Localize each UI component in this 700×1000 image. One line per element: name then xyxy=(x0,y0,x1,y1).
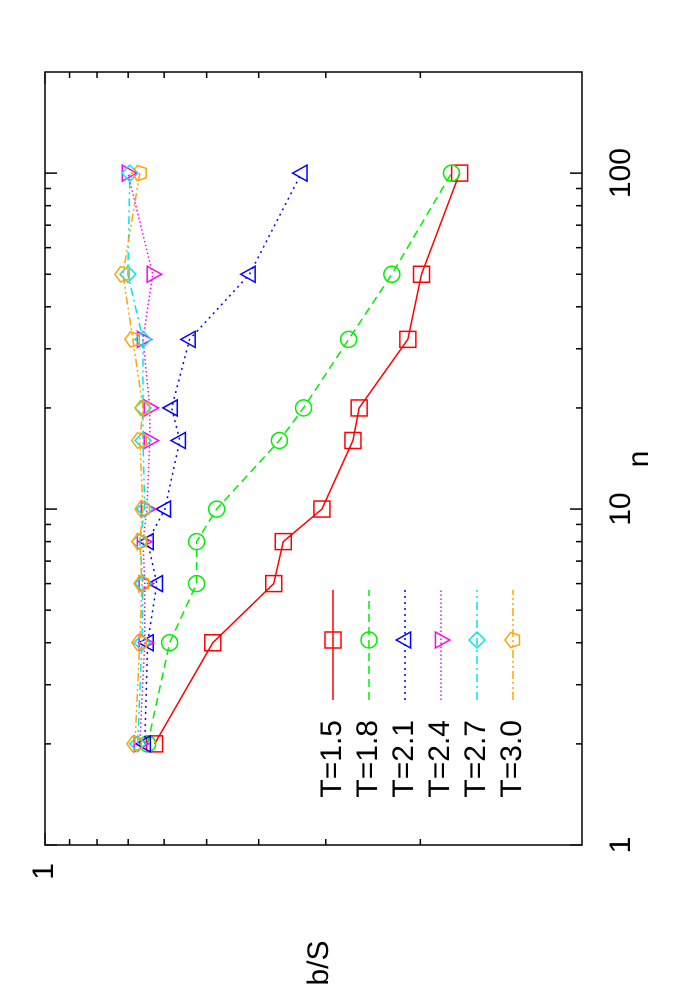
data-point xyxy=(179,330,196,349)
legend-marker xyxy=(504,631,521,649)
data-point xyxy=(169,431,187,450)
data-point xyxy=(344,431,362,450)
data-point xyxy=(291,163,308,183)
data-point xyxy=(274,532,293,551)
data-point xyxy=(136,330,154,349)
series-line xyxy=(146,172,453,745)
x-tick-label: 10 xyxy=(604,492,637,525)
data-point xyxy=(161,398,178,418)
plot-frame xyxy=(44,71,583,846)
series-line xyxy=(153,172,461,745)
legend-label: T=2.1 xyxy=(387,720,420,798)
data-point xyxy=(146,574,164,593)
data-point xyxy=(399,330,417,349)
data-point xyxy=(239,264,256,284)
data-point xyxy=(123,330,141,348)
data-point xyxy=(187,574,206,593)
data-point xyxy=(126,735,143,753)
data-point xyxy=(130,432,148,449)
data-point xyxy=(204,633,222,652)
data-point xyxy=(207,500,226,518)
data-point xyxy=(450,164,469,182)
data-point xyxy=(350,399,368,417)
data-point xyxy=(313,500,331,518)
data-point xyxy=(187,532,206,551)
legend-label: T=2.4 xyxy=(423,720,456,798)
data-point xyxy=(130,532,149,551)
data-point xyxy=(113,265,131,283)
data-point xyxy=(146,264,164,284)
data-point xyxy=(133,398,153,417)
data-point xyxy=(339,330,358,349)
legend-marker xyxy=(434,630,452,650)
legend-marker xyxy=(467,630,487,650)
data-point xyxy=(264,574,283,593)
data-point xyxy=(134,734,152,754)
plot-area: n b/S 1 10 100 1 T=1.5 T=1.8 T=2.1 T=2.4 T=2.7 T=… xyxy=(27,71,655,986)
y-axis-label: b/S xyxy=(302,940,335,985)
data-point xyxy=(133,574,153,593)
data-point xyxy=(160,633,179,652)
data-point xyxy=(134,500,151,518)
x-axis-label: n xyxy=(622,451,655,468)
data-point xyxy=(130,533,148,551)
data-point xyxy=(138,735,157,753)
data-point xyxy=(412,265,431,284)
data-point xyxy=(133,330,153,349)
series-line xyxy=(127,173,146,744)
data-point xyxy=(132,575,150,593)
data-point xyxy=(134,399,151,417)
legend-marker xyxy=(394,630,412,650)
legend-label: T=1.8 xyxy=(351,720,384,798)
data-point xyxy=(130,634,148,652)
data-point xyxy=(270,431,289,450)
legend-marker xyxy=(360,631,378,649)
x-tick-label: 1 xyxy=(604,837,637,854)
legend-label: T=2.7 xyxy=(459,720,492,798)
series-line xyxy=(143,172,303,744)
series-line xyxy=(122,173,144,744)
x-tick-label: 100 xyxy=(604,148,637,198)
data-point xyxy=(143,398,161,418)
legend-label: T=1.5 xyxy=(315,720,348,798)
data-point xyxy=(130,164,148,182)
data-point xyxy=(143,431,161,450)
legend-label: T=3.0 xyxy=(495,720,528,798)
data-point xyxy=(120,164,139,183)
legend-marker xyxy=(324,631,342,649)
data-point xyxy=(154,499,172,519)
y-tick-label: 1 xyxy=(27,863,60,880)
data-point xyxy=(383,265,401,284)
data-point xyxy=(442,164,461,182)
data-point xyxy=(294,399,313,417)
data-point xyxy=(135,500,154,519)
